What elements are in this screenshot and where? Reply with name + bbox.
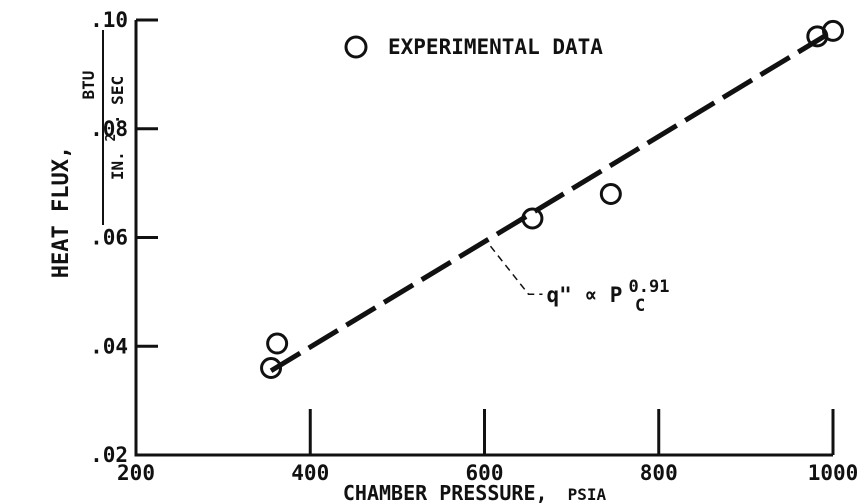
data-point [521, 207, 544, 230]
y-axis-unit-den-base: IN. [108, 151, 127, 180]
x-tick-label: 1000 [808, 461, 859, 485]
y-axis-unit-den-tail: · SEC [108, 76, 127, 124]
y-axis-unit-numerator: BTU [79, 71, 98, 100]
x-tick-label: 400 [291, 461, 329, 485]
x-tick-label: 800 [640, 461, 678, 485]
x-axis-label: CHAMBER PRESSURE, [343, 481, 548, 504]
legend-label: EXPERIMENTAL DATA [388, 35, 603, 59]
annotation-leader [489, 245, 543, 295]
data-point [260, 357, 283, 379]
y-axis-unit-den-exp: 2 [104, 134, 119, 142]
y-ticks: .02 .04 .06 .08 .10 [90, 8, 158, 467]
x-ticks: 200 400 600 800 1000 [117, 409, 858, 485]
fit-line [269, 34, 826, 373]
data-point [266, 332, 289, 355]
y-axis-label: HEAT FLUX, [49, 146, 74, 278]
annotation-subscript: C [635, 296, 645, 316]
annotation-formula: q" ∝ P C [547, 283, 646, 316]
x-tick-label: 200 [117, 461, 155, 485]
legend-marker [344, 35, 368, 59]
y-axis-unit-denominator: IN. 2 · SEC [100, 76, 127, 180]
y-tick-label: .06 [90, 226, 128, 250]
data-point [822, 19, 844, 42]
annotation-prefix: q" ∝ P [547, 283, 623, 307]
fit-annotation: q" ∝ P C 0.91 [489, 245, 670, 316]
axes [134, 20, 833, 457]
data-point [599, 183, 622, 205]
y-tick-label: .08 [90, 117, 128, 141]
annotation-superscript: 0.91 [629, 277, 670, 297]
legend: EXPERIMENTAL DATA [344, 35, 603, 59]
x-tick-label: 600 [466, 461, 504, 485]
y-tick-label: .02 [90, 443, 128, 467]
y-tick-label: .04 [90, 334, 128, 358]
x-axis-title: CHAMBER PRESSURE, PSIA [343, 481, 607, 504]
x-axis-unit: PSIA [568, 485, 607, 504]
data-markers [260, 19, 844, 379]
y-axis-title: HEAT FLUX, BTU IN. 2 · SEC [49, 30, 127, 278]
axis-frame [134, 20, 833, 457]
y-tick-label: .10 [90, 8, 128, 32]
